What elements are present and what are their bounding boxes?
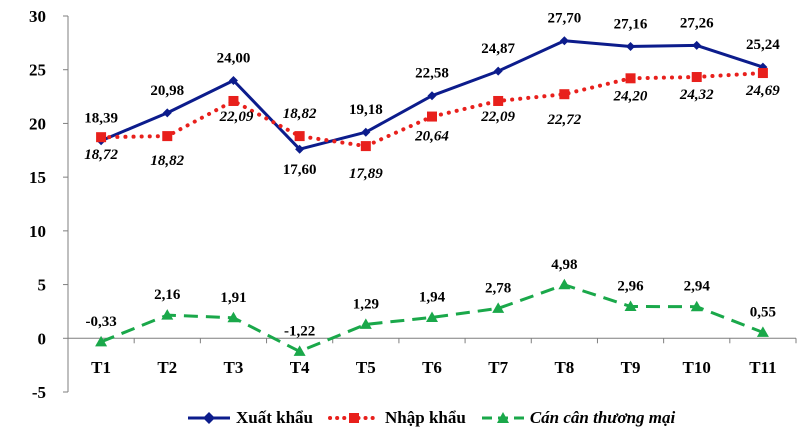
data-label-export: 24,87 <box>481 41 515 57</box>
point-series2 <box>690 300 703 312</box>
data-label-export: 25,24 <box>746 37 780 53</box>
point-series0 <box>692 40 702 50</box>
axes <box>63 15 797 393</box>
point-series2 <box>227 311 240 323</box>
data-label-import: 22,72 <box>546 112 581 128</box>
data-label-export: 24,00 <box>217 50 251 66</box>
x-tick-label: T3 <box>224 358 244 377</box>
data-label-balance: 2,96 <box>617 278 644 294</box>
point-series1 <box>559 89 570 100</box>
data-label-export: 18,39 <box>84 111 118 127</box>
data-label-import: 18,82 <box>150 153 184 169</box>
data-label-balance: 4,98 <box>551 257 577 273</box>
y-tick-label: 25 <box>29 61 46 80</box>
point-series1 <box>96 132 107 143</box>
tick-labels: -5 0 5 10 15 20 25 30 T1 T2 T3 T4 T5 T6 T7 T8 T9 T10 T11 <box>29 7 777 400</box>
x-tick-label: T9 <box>621 358 641 377</box>
data-label-import: 18,82 <box>283 106 317 122</box>
legend: Xuất khẩu Nhập khẩu Cán cân thương mại <box>186 404 675 432</box>
point-series0 <box>559 36 569 46</box>
data-label-balance: 2,16 <box>154 287 181 303</box>
data-label-import: 24,32 <box>679 87 714 103</box>
y-tick-label: 20 <box>29 114 46 133</box>
legend-label-balance: Cán cân thương mại <box>529 408 676 427</box>
point-series1 <box>625 73 636 84</box>
data-label-balance: 1,29 <box>353 296 379 312</box>
y-tick-label: 30 <box>29 7 46 26</box>
legend-item-balance: Cán cân thương mại <box>480 408 675 428</box>
data-label-export: 19,18 <box>349 102 383 118</box>
data-label-balance: 2,78 <box>485 280 511 296</box>
data-label-export: 17,60 <box>283 162 317 178</box>
point-series2 <box>624 300 637 311</box>
data-label-export: 27,26 <box>680 15 714 31</box>
point-series0 <box>228 75 238 85</box>
data-label-import: 20,64 <box>414 129 449 145</box>
legend-swatch-balance <box>481 412 524 423</box>
legend-label-export: Xuất khẩu <box>236 408 314 427</box>
point-series0 <box>626 42 636 52</box>
point-series0 <box>162 108 172 118</box>
data-label-export: 27,70 <box>547 11 581 27</box>
y-tick-label: -5 <box>32 383 46 400</box>
point-series1 <box>757 68 768 79</box>
x-tick-label: T5 <box>356 358 376 377</box>
point-series1 <box>427 111 437 122</box>
legend-item-export: Xuất khẩu <box>186 408 313 428</box>
legend-swatch-import <box>328 413 382 423</box>
data-label-import: 24,20 <box>613 88 648 104</box>
y-tick-label: 15 <box>29 168 46 187</box>
point-series2 <box>426 311 438 322</box>
point-series2 <box>359 318 372 329</box>
data-label-balance: -0,33 <box>85 314 116 330</box>
data-label-balance: 2,94 <box>684 279 711 295</box>
x-tick-label: T4 <box>290 358 310 377</box>
y-tick-label: 5 <box>38 276 47 295</box>
point-series1 <box>360 141 371 152</box>
data-label-balance: 1,91 <box>220 290 246 306</box>
data-label-import: 22,09 <box>480 109 515 125</box>
y-tick-label: 10 <box>29 222 46 241</box>
chart-svg: -5 0 5 10 15 20 25 30 T1 T2 T3 T4 T5 T6 T7 T8 T9 T10 T11 1… <box>29 7 797 400</box>
x-tick-label: T10 <box>683 358 711 377</box>
x-tick-label: T11 <box>749 358 776 377</box>
data-label-export: 27,16 <box>614 17 648 33</box>
point-series0 <box>361 127 371 137</box>
point-series1 <box>294 131 305 142</box>
data-label-import: 17,89 <box>349 166 383 182</box>
point-series1 <box>493 95 504 106</box>
point-series2 <box>558 278 571 290</box>
data-label-export: 20,98 <box>150 83 184 99</box>
legend-item-import: Nhập khẩu <box>327 408 466 428</box>
data-label-balance: 1,94 <box>419 289 446 305</box>
data-label-balance: -1,22 <box>284 323 315 339</box>
legend-label-import: Nhập khẩu <box>385 408 466 427</box>
x-tick-label: T7 <box>488 358 508 377</box>
point-series0 <box>295 144 305 154</box>
series-line-2 <box>100 283 764 353</box>
point-series2 <box>492 302 505 313</box>
point-series0 <box>493 66 503 76</box>
data-label-import: 24,69 <box>745 83 780 99</box>
point-series2 <box>95 335 108 347</box>
point-series1 <box>228 95 239 106</box>
data-label-balance: 0,55 <box>750 304 776 320</box>
data-label-import: 18,72 <box>84 147 118 163</box>
point-series2 <box>756 326 769 337</box>
point-series0 <box>427 91 437 101</box>
series-markers <box>95 36 769 356</box>
x-tick-label: T2 <box>157 358 177 377</box>
data-labels: 18,39 20,98 24,00 17,60 19,18 22,58 24,87 27,70… <box>84 11 780 340</box>
point-series1 <box>691 72 702 83</box>
x-tick-label: T8 <box>554 358 574 377</box>
x-tick-label: T6 <box>422 358 442 377</box>
x-tick-label: T1 <box>91 358 111 377</box>
data-label-import: 22,09 <box>219 109 254 125</box>
point-series1 <box>162 131 173 142</box>
legend-swatch-export <box>188 412 230 424</box>
data-label-export: 22,58 <box>415 66 449 82</box>
y-tick-label: 0 <box>38 329 47 348</box>
point-series2 <box>293 345 306 356</box>
point-series2 <box>161 309 174 320</box>
